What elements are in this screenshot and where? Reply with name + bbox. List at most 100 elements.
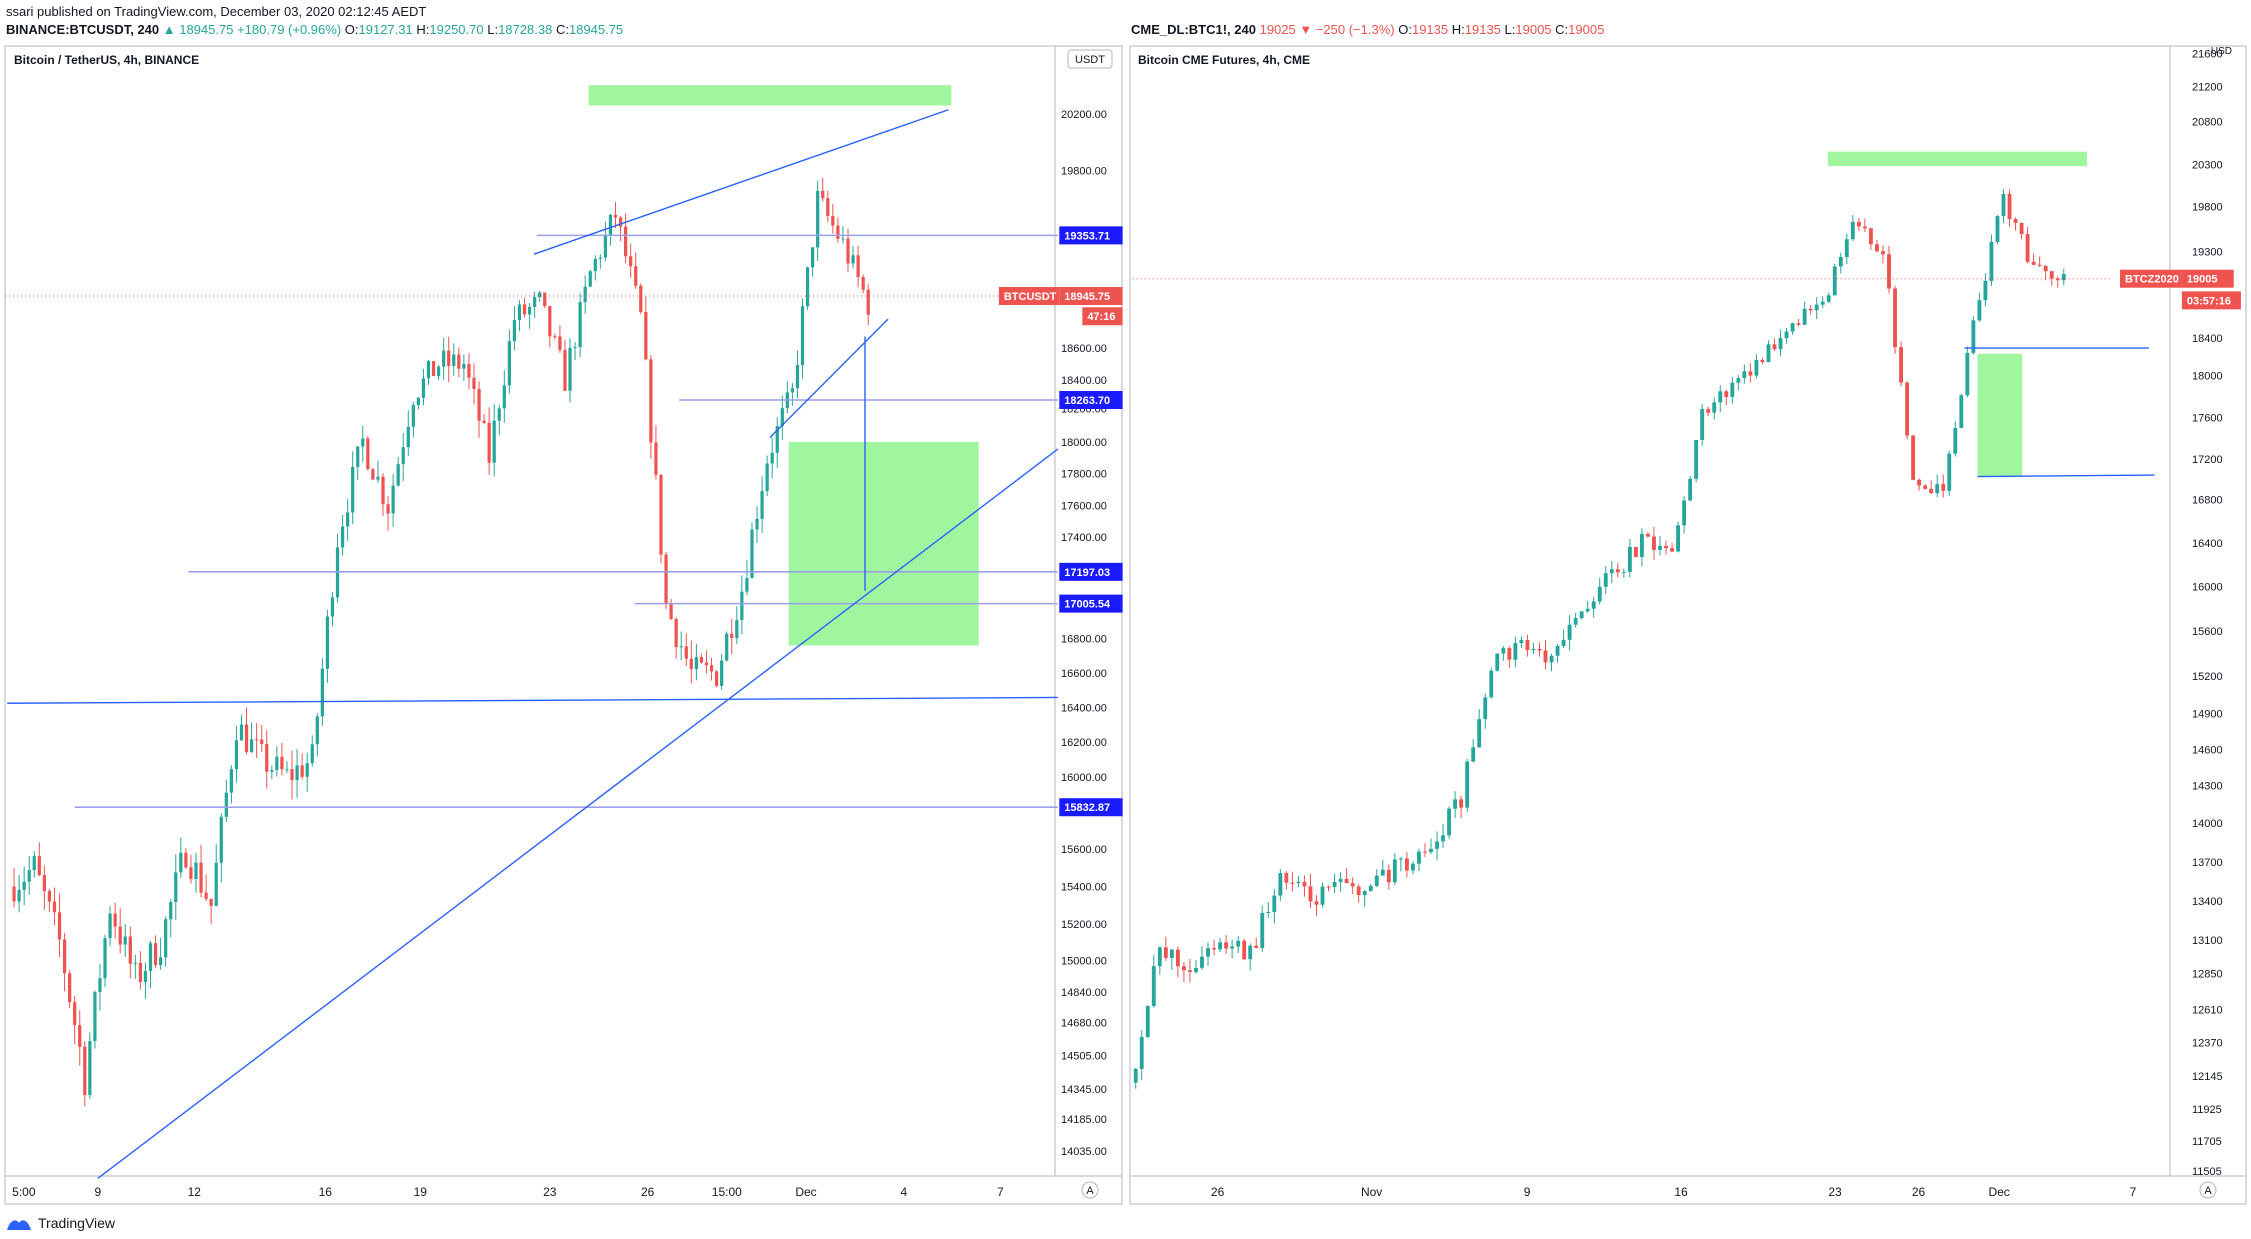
left-candle	[239, 724, 244, 741]
left-x-tick-label: 12	[188, 1185, 202, 1199]
right-candle	[1212, 948, 1216, 950]
left-candle	[37, 856, 41, 876]
left-candle	[361, 438, 365, 447]
left-candle	[265, 743, 269, 772]
right-candle	[1489, 670, 1494, 698]
right-candle	[1995, 216, 2000, 242]
left-time-axis[interactable]: 5:00 9 12 16 19 23 26 15:00 Dec 4 7	[12, 1185, 1004, 1199]
left-y-tick-label: 14345.00	[1061, 1084, 1107, 1096]
left-candle	[174, 872, 178, 902]
right-y-tick-label: 12370	[2192, 1038, 2223, 1050]
right-candle	[1844, 239, 1849, 258]
left-candle	[376, 476, 380, 480]
right-candle	[1971, 320, 1976, 353]
right-y-tick-label: 19300	[2192, 246, 2223, 258]
right-time-axis[interactable]: 26 Nov 9 16 23 26 Dec 7	[1211, 1185, 2137, 1199]
left-auto-scale-button[interactable]	[1081, 1181, 1099, 1199]
left-candle	[68, 973, 72, 1003]
right-candle	[1832, 266, 1837, 296]
right-y-tick-label: 14300	[2192, 781, 2223, 793]
left-candle	[108, 913, 112, 939]
left-candle	[598, 257, 602, 259]
left-x-tick-label: 15:00	[712, 1185, 742, 1199]
left-change: ▲ 18945.75 +180.79 (+0.96%)	[162, 22, 342, 37]
left-candle	[805, 267, 810, 307]
right-candle	[1875, 244, 1879, 252]
right-candle	[1410, 863, 1415, 871]
left-candle	[634, 266, 638, 286]
right-x-tick-label: 16	[1674, 1185, 1688, 1199]
right-candle	[1242, 940, 1247, 960]
right-y-tick-label: 12145	[2192, 1071, 2223, 1083]
left-candle	[856, 255, 860, 277]
left-candle	[62, 939, 67, 974]
right-candle	[1133, 1068, 1138, 1083]
right-y-tick-label: 12850	[2192, 968, 2223, 980]
axis-price-labels: 19353.71 18263.70 17197.03 17005.54 15832.87…	[998, 226, 2241, 817]
left-price-axis[interactable]: 20200.0019800.0018600.0018400.0018200.00…	[1061, 109, 1107, 1158]
left-x-tick-label: 16	[319, 1185, 333, 1199]
left-candle	[340, 526, 345, 548]
right-candle	[1881, 251, 1885, 255]
right-candle	[1718, 391, 1723, 403]
right-y-tick-label: 20800	[2192, 116, 2223, 128]
left-candle	[765, 463, 769, 492]
left-candle	[558, 336, 562, 350]
right-candle	[2031, 261, 2036, 265]
left-y-tick-label: 16000.00	[1061, 772, 1107, 784]
right-candle	[1826, 295, 1831, 302]
left-candle	[280, 756, 284, 770]
right-candle	[1459, 799, 1464, 808]
left-x-tick-label: 4	[901, 1185, 908, 1199]
left-candle	[795, 364, 800, 389]
right-candle	[1983, 280, 1988, 301]
left-y-tick-label: 18400.00	[1061, 375, 1107, 387]
tradingview-footer[interactable]: TradingView	[6, 1214, 115, 1232]
left-candle	[78, 1025, 82, 1047]
right-candle	[2043, 265, 2048, 272]
left-currency-label: USDT	[1075, 54, 1105, 66]
right-symbol: CME_DL:BTC1!, 240	[1131, 22, 1256, 37]
right-candle	[1639, 533, 1644, 557]
right-candle	[1838, 257, 1843, 267]
left-candle	[811, 247, 815, 268]
right-candle	[1368, 885, 1373, 892]
right-candle	[1796, 323, 1801, 325]
left-candle	[649, 359, 653, 443]
left-candle	[452, 354, 456, 366]
left-candle	[270, 769, 274, 772]
right-auto-scale-button[interactable]	[2199, 1181, 2217, 1199]
right-candle	[1959, 395, 1964, 428]
right-candle	[1441, 835, 1445, 842]
left-candle	[457, 354, 461, 369]
left-candle	[244, 724, 249, 753]
right-candle	[1338, 878, 1343, 883]
left-y-tick-label: 14505.00	[1061, 1051, 1107, 1063]
right-y-tick-label: 11925	[2192, 1104, 2222, 1116]
left-currency-button[interactable]	[1067, 49, 1113, 69]
left-candle	[629, 256, 633, 267]
right-candle	[1585, 608, 1590, 612]
left-x-tick-label: 5:00	[12, 1185, 36, 1199]
left-candle	[487, 422, 491, 463]
right-candle	[2025, 234, 2030, 262]
left-level-label: 18263.70	[1064, 395, 1110, 407]
left-y-tick-label: 15600.00	[1061, 844, 1107, 856]
right-y-tick-label: 14000	[2192, 818, 2223, 830]
right-candle	[1953, 427, 1958, 454]
left-candle	[57, 912, 62, 940]
left-y-tick-label: 20200.00	[1061, 109, 1107, 121]
left-candle	[346, 512, 350, 527]
left-candle	[391, 485, 395, 514]
right-candle	[1977, 300, 1982, 321]
left-high: 19250.70	[429, 22, 484, 37]
left-candle	[669, 603, 673, 619]
left-candle	[684, 646, 688, 659]
left-candle	[32, 856, 36, 871]
left-candle	[578, 302, 582, 348]
right-y-tick-label: 15200	[2192, 671, 2223, 683]
left-candle	[674, 618, 678, 647]
right-price-axis[interactable]: 21600 21200 20800 20300 19800 19300 18400 18000…	[2192, 48, 2223, 1178]
right-candle	[2061, 273, 2066, 281]
